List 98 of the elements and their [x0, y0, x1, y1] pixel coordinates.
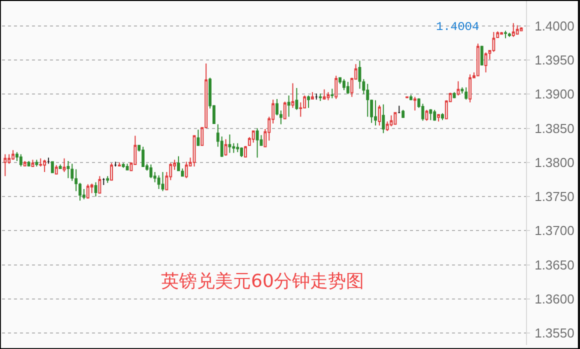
y-tick-label: 1.3800 [534, 154, 574, 170]
candlestick [334, 75, 338, 100]
candlestick [161, 171, 164, 192]
candlestick [452, 92, 456, 99]
candlestick [382, 104, 385, 134]
candlestick [484, 52, 488, 73]
candlestick [291, 82, 294, 108]
candlestick [157, 174, 160, 190]
candlestick [102, 178, 106, 186]
candlestick [476, 43, 480, 76]
candlestick [27, 160, 30, 168]
candlestick [394, 112, 397, 125]
candlestick [74, 168, 78, 192]
candlestick [460, 86, 464, 94]
y-tick-label: 1.3650 [534, 257, 574, 272]
candlestick [177, 156, 180, 172]
candlestick [50, 161, 54, 174]
candlestick [398, 105, 401, 114]
candlestick [413, 96, 416, 112]
candlestick [19, 154, 22, 168]
y-tick-label: 1.3850 [534, 120, 574, 136]
candlestick [94, 182, 98, 198]
candlestick [314, 92, 318, 100]
candlestick [114, 161, 117, 168]
candlestick [504, 30, 507, 39]
candlestick [4, 154, 7, 177]
candlestick [78, 182, 82, 202]
candlestick [326, 92, 330, 101]
candlestick [43, 159, 46, 172]
candlestick [70, 163, 74, 182]
candlestick [437, 113, 440, 122]
annotation: 1.4004 [436, 20, 480, 34]
candlestick [512, 22, 515, 38]
candlestick [142, 146, 145, 168]
candlestick [374, 100, 377, 126]
candlestick [516, 24, 519, 35]
candlestick [180, 168, 184, 177]
candlestick [480, 45, 484, 66]
candlestick [456, 80, 460, 96]
candlestick [149, 164, 152, 179]
candlestick [370, 99, 374, 124]
candlestick [500, 32, 504, 35]
candlestick [110, 162, 113, 181]
candlestick [106, 176, 110, 184]
candlestick [244, 146, 247, 158]
candlestick [47, 157, 50, 164]
candlestick [126, 163, 129, 170]
candlestick [310, 92, 314, 100]
y-tick-label: 1.3950 [534, 52, 574, 68]
candlestick [318, 92, 322, 102]
candlestick [406, 96, 408, 99]
candlestick [66, 160, 70, 179]
y-tick-label: 1.3900 [534, 86, 574, 102]
candlestick [366, 83, 370, 118]
candlestick [287, 95, 290, 118]
candlestick [196, 129, 200, 147]
candlestick [342, 78, 346, 91]
candlestick [330, 88, 334, 99]
candlestick [23, 160, 26, 166]
candlestick [390, 114, 393, 127]
candlestick [378, 104, 381, 126]
candlestick [441, 112, 444, 121]
candlestick [283, 101, 286, 120]
candlestick [409, 94, 412, 101]
candlestick [236, 142, 240, 153]
y-tick-label: 1.3700 [534, 223, 574, 238]
candlestick [58, 164, 62, 170]
candlestick [118, 162, 121, 168]
candlestick [433, 109, 436, 122]
candlestick [31, 159, 34, 168]
candlestick [228, 134, 232, 154]
candlestick [358, 60, 362, 90]
candlestick [12, 150, 14, 160]
candlestick [252, 130, 255, 144]
y-tick-label: 1.3750 [534, 189, 574, 204]
candlestick [346, 81, 350, 95]
candlestick [98, 176, 102, 194]
candlestick [464, 86, 468, 100]
candlestick [35, 159, 38, 168]
candlestick [468, 74, 472, 103]
candlestick [402, 109, 405, 119]
text: 英镑兑美元60分钟走势图 [161, 271, 364, 292]
y-tick-label: 1.3600 [534, 291, 574, 306]
candlestick [307, 95, 310, 108]
candlestick [240, 146, 244, 158]
y-tick-label: 1.4000 [534, 18, 574, 34]
candlestick [322, 88, 326, 100]
candlestick [86, 184, 90, 200]
candlestick [184, 161, 188, 179]
candlestick [429, 108, 432, 121]
candlestick [62, 158, 66, 172]
candlestick [54, 164, 58, 175]
y-tick-label: 1.3550 [534, 326, 574, 341]
candlestick [295, 88, 298, 110]
candlestick [224, 138, 228, 156]
candlestick [122, 162, 125, 168]
candlestick [508, 32, 511, 38]
candlestick [256, 128, 259, 158]
